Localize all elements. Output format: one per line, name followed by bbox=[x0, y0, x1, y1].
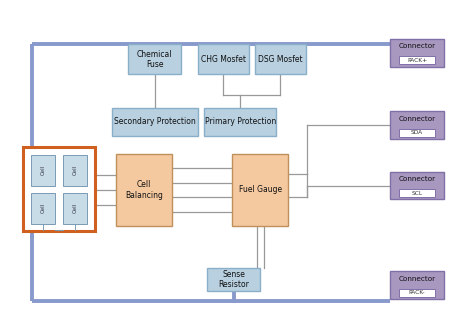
Text: Fuel Gauge: Fuel Gauge bbox=[239, 185, 282, 194]
FancyBboxPatch shape bbox=[204, 108, 276, 136]
Text: Cell
Balancing: Cell Balancing bbox=[125, 180, 163, 200]
Text: Connector: Connector bbox=[399, 43, 436, 49]
Text: Cell: Cell bbox=[41, 203, 46, 214]
FancyBboxPatch shape bbox=[64, 154, 87, 185]
FancyBboxPatch shape bbox=[111, 108, 198, 136]
Text: Connector: Connector bbox=[399, 276, 436, 282]
FancyBboxPatch shape bbox=[390, 111, 444, 139]
FancyBboxPatch shape bbox=[128, 44, 181, 75]
FancyBboxPatch shape bbox=[23, 147, 95, 231]
FancyBboxPatch shape bbox=[207, 267, 260, 291]
Text: Chemical
Fuse: Chemical Fuse bbox=[137, 50, 172, 69]
Text: Sense
Resistor: Sense Resistor bbox=[218, 270, 249, 289]
Text: Cell: Cell bbox=[73, 203, 78, 214]
FancyBboxPatch shape bbox=[232, 154, 288, 226]
Text: Connector: Connector bbox=[399, 176, 436, 182]
FancyBboxPatch shape bbox=[255, 44, 306, 75]
Text: SDA: SDA bbox=[411, 130, 423, 135]
Text: CHG Mosfet: CHG Mosfet bbox=[201, 55, 246, 64]
Text: Cell: Cell bbox=[41, 165, 46, 175]
FancyBboxPatch shape bbox=[399, 289, 435, 297]
Text: Primary Protection: Primary Protection bbox=[205, 118, 276, 126]
FancyBboxPatch shape bbox=[390, 39, 444, 67]
Text: PACK+: PACK+ bbox=[407, 57, 427, 63]
Text: PACK-: PACK- bbox=[409, 290, 425, 295]
Text: Connector: Connector bbox=[399, 116, 436, 122]
FancyBboxPatch shape bbox=[399, 189, 435, 197]
FancyBboxPatch shape bbox=[198, 44, 248, 75]
Text: DSG Mosfet: DSG Mosfet bbox=[258, 55, 302, 64]
Text: Cell: Cell bbox=[73, 165, 78, 175]
FancyBboxPatch shape bbox=[399, 56, 435, 64]
FancyBboxPatch shape bbox=[399, 129, 435, 137]
FancyBboxPatch shape bbox=[31, 154, 55, 185]
FancyBboxPatch shape bbox=[390, 271, 444, 299]
Text: Secondary Protection: Secondary Protection bbox=[114, 118, 195, 126]
FancyBboxPatch shape bbox=[390, 172, 444, 200]
Text: SCL: SCL bbox=[411, 191, 422, 196]
FancyBboxPatch shape bbox=[64, 193, 87, 224]
FancyBboxPatch shape bbox=[116, 154, 172, 226]
FancyBboxPatch shape bbox=[31, 193, 55, 224]
